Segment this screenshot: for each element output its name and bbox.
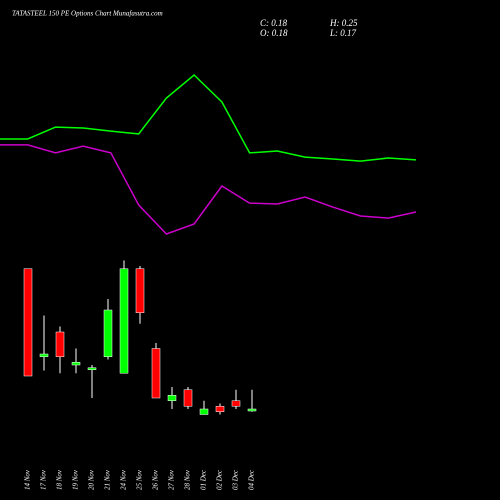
x-tick-label: 02 Dec: [216, 469, 224, 490]
x-tick-label: 18 Nov: [56, 469, 64, 490]
x-tick-label: 27 Nov: [168, 469, 176, 490]
ohlc-stat: C: 0.18: [260, 18, 288, 28]
x-tick-label: 04 Dec: [248, 469, 256, 490]
candle-body: [199, 408, 209, 415]
candle-body: [39, 353, 49, 357]
candle-body: [135, 268, 145, 313]
candle-body: [23, 268, 33, 377]
x-tick-label: 21 Nov: [104, 469, 112, 490]
candle-body: [247, 408, 257, 412]
candle-body: [87, 367, 97, 370]
x-tick-label: 28 Nov: [184, 469, 192, 490]
x-tick-label: 25 Nov: [136, 469, 144, 490]
candle-body: [103, 309, 113, 357]
indicator-line: [0, 144, 417, 235]
candle-body: [183, 389, 193, 407]
x-tick-label: 20 Nov: [88, 469, 96, 490]
candle-body: [119, 268, 129, 374]
ohlc-stat: L: 0.17: [329, 28, 357, 38]
indicator-line: [0, 73, 417, 162]
chart-title: TATASTEEL 150 PE Options Chart Munafasut…: [12, 10, 163, 18]
x-tick-label: 24 Nov: [120, 469, 128, 490]
x-tick-label: 03 Dec: [232, 469, 240, 490]
candle-body: [71, 362, 81, 366]
ohlc-stat: H: 0.25: [329, 18, 358, 28]
ohlc-stat: O: 0.18: [260, 28, 288, 38]
x-tick-label: 14 Nov: [24, 469, 32, 490]
candle-body: [151, 348, 161, 399]
x-tick-label: 19 Nov: [72, 469, 80, 490]
candle-body: [55, 331, 65, 357]
candle-body: [231, 400, 241, 407]
x-tick-label: 26 Nov: [152, 469, 160, 490]
candle-body: [167, 395, 177, 401]
candle-body: [215, 406, 225, 412]
x-tick-label: 01 Dec: [200, 469, 208, 490]
x-tick-label: 17 Nov: [40, 469, 48, 490]
